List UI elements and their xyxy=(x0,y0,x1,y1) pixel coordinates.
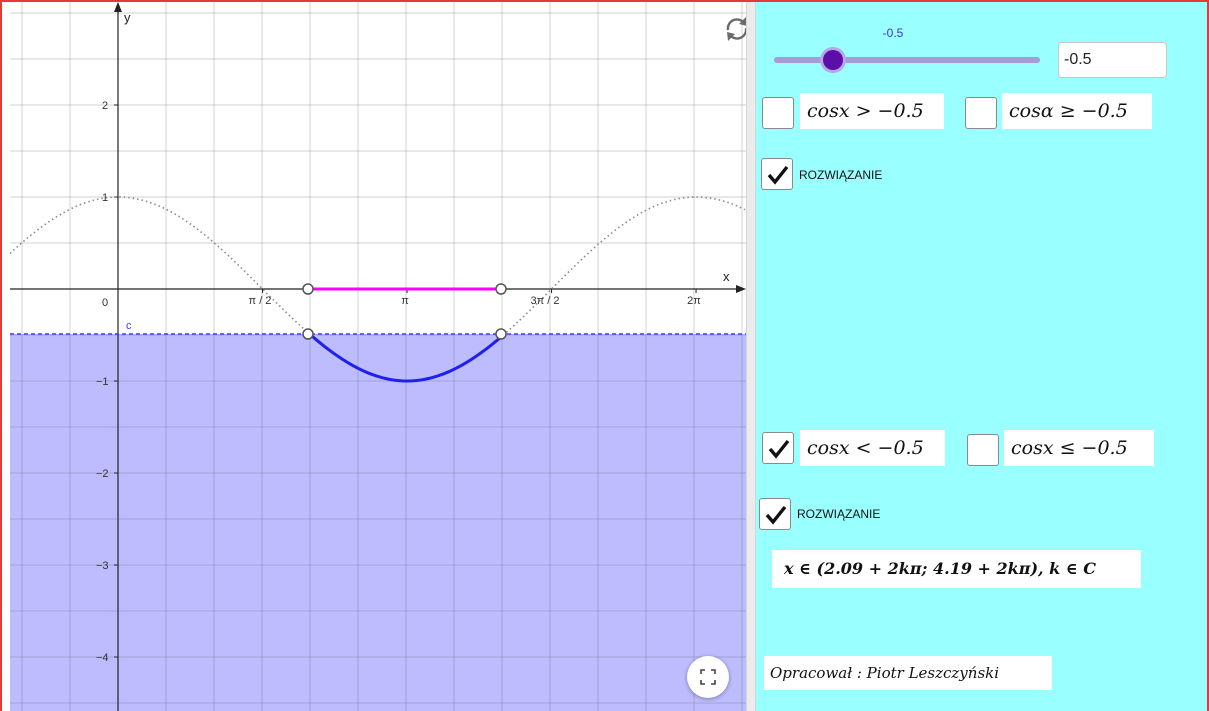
graphics-view[interactable]: y x c 2 1 0 −1 −2 −3 −4 π / 2 π 3π / 2 2… xyxy=(10,2,746,711)
checkmark-icon xyxy=(767,165,789,185)
x-axis-label: x xyxy=(723,269,730,284)
checkbox-solution-1[interactable] xyxy=(761,158,793,190)
slider-knob[interactable] xyxy=(822,50,843,70)
shaded-region xyxy=(10,334,746,711)
x-tick-label: 3π / 2 xyxy=(531,295,560,307)
checkmark-icon xyxy=(765,505,787,525)
panel-divider[interactable] xyxy=(746,2,756,711)
y-tick-label: 0 xyxy=(102,297,108,309)
slider-track[interactable] xyxy=(774,57,1040,63)
interval-start-point[interactable] xyxy=(302,283,314,295)
x-tick-label: 2π xyxy=(687,295,701,307)
checkbox-cos-gt[interactable] xyxy=(762,97,794,129)
y-axis-label: y xyxy=(124,10,131,25)
x-tick-label: π xyxy=(401,295,409,307)
y-tick-labels: 2 1 0 −1 −2 −3 −4 xyxy=(96,100,109,664)
inequality-lt: cosx < −0.5 xyxy=(800,430,945,466)
y-tick-label: 2 xyxy=(102,100,108,112)
x-tick-labels: π / 2 π 3π / 2 2π xyxy=(249,295,702,307)
y-tick-label: −2 xyxy=(96,468,109,480)
y-tick-label: −1 xyxy=(96,376,109,388)
slider-value-label: -0.5 xyxy=(882,26,904,40)
solution-text: x ∈ (2.09 + 2kπ; 4.19 + 2kπ), k ∈ C xyxy=(772,550,1141,588)
fullscreen-button[interactable] xyxy=(687,656,729,698)
intersection-point-left[interactable] xyxy=(302,328,314,340)
y-tick-label: −3 xyxy=(96,560,109,572)
value-input[interactable] xyxy=(1058,42,1167,78)
x-tick-label: π / 2 xyxy=(249,295,272,307)
graph-canvas[interactable]: y x c 2 1 0 −1 −2 −3 −4 π / 2 π 3π / 2 2… xyxy=(10,2,746,711)
checkbox-cos-le[interactable] xyxy=(967,434,999,466)
intersection-point-right[interactable] xyxy=(495,328,507,340)
solution-label-1: ROZWIĄZANIE xyxy=(799,168,883,182)
inequality-le: cosx ≤ −0.5 xyxy=(1004,430,1154,466)
solution-arc xyxy=(309,333,505,383)
c-line-label: c xyxy=(126,320,132,332)
refresh-icon xyxy=(726,17,746,41)
checkbox-solution-2[interactable] xyxy=(759,498,791,530)
author-credit: Opracował : Piotr Leszczyński xyxy=(764,656,1052,690)
x-axis-arrow xyxy=(736,285,746,293)
interval-end-point[interactable] xyxy=(495,283,507,295)
solution-label-2: ROZWIĄZANIE xyxy=(797,507,881,521)
checkbox-cos-ge[interactable] xyxy=(965,97,997,129)
inequality-gt: cosx > −0.5 xyxy=(800,93,944,129)
side-panel: -0.5 cosx > −0.5 cosα ≥ −0.5 ROZWIĄZANIE… xyxy=(756,2,1207,711)
inequality-ge: cosα ≥ −0.5 xyxy=(1002,93,1152,129)
checkbox-cos-lt[interactable] xyxy=(762,432,794,464)
refresh-button[interactable] xyxy=(722,14,746,44)
checkmark-icon xyxy=(768,439,790,459)
y-tick-label: 1 xyxy=(102,192,108,204)
y-tick-label: −4 xyxy=(96,652,109,664)
y-axis-arrow xyxy=(114,2,122,12)
fullscreen-icon xyxy=(700,669,716,685)
